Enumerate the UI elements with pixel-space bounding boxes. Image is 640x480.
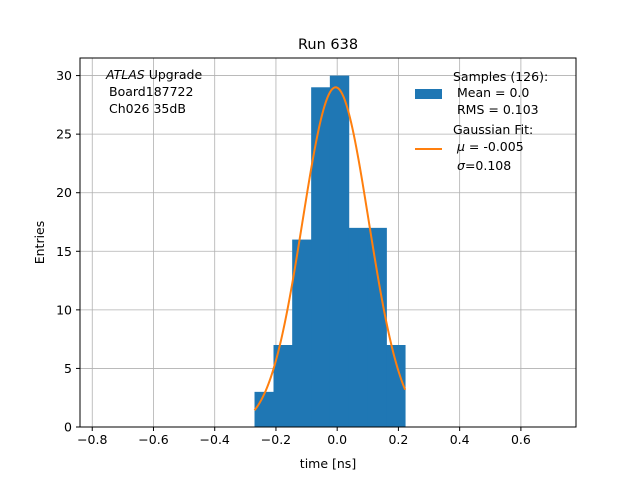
chart-title: Run 638: [298, 37, 358, 53]
y-tick-label-1: 5: [64, 361, 72, 376]
legend-histogram-line-1: Samples (126):: [453, 69, 548, 84]
histogram-bar-3: [311, 87, 331, 428]
legend-mu-value: = -0.005: [465, 139, 524, 154]
annotation-upgrade: Upgrade: [145, 67, 203, 82]
legend-fit-line-3: σ=0.108: [457, 158, 511, 173]
x-tick-label-2: −0.4: [200, 432, 230, 447]
y-tick-label-2: 10: [56, 302, 72, 317]
histogram-bar-6: [367, 227, 387, 427]
annotation-atlas: ATLAS: [105, 67, 145, 82]
histogram-bar-1: [273, 345, 293, 427]
histogram-bar-4: [329, 75, 350, 428]
legend-sigma-value: =0.108: [465, 158, 511, 173]
histogram-bar-5: [348, 227, 368, 427]
x-tick-label-5: 0.2: [388, 432, 408, 447]
x-tick-label-7: 0.6: [511, 432, 531, 447]
axes-frame: [79, 57, 577, 428]
histogram-bar-2: [292, 239, 312, 427]
atlas-annotation: ATLAS Upgrade Board187722 Ch026 35dB: [105, 67, 202, 116]
x-tick-label-0: −0.8: [77, 432, 107, 447]
x-tick-label-3: −0.2: [261, 432, 291, 447]
y-axis-ticks: 0 5 10 15 20 25 30: [56, 68, 80, 435]
annotation-line-1: ATLAS Upgrade: [105, 67, 202, 82]
y-tick-label-4: 20: [56, 185, 72, 200]
legend-fit-line-2: μ = -0.005: [456, 139, 524, 154]
histogram-bar-0: [254, 391, 274, 427]
legend-histogram-line-3: RMS = 0.103: [457, 102, 539, 117]
x-axis-label: time [ns]: [300, 456, 356, 471]
legend-sigma-symbol: σ: [457, 158, 466, 173]
x-tick-label-6: 0.4: [450, 432, 470, 447]
y-tick-label-0: 0: [64, 420, 72, 435]
legend: Samples (126): Mean = 0.0 RMS = 0.103 Ga…: [415, 69, 548, 173]
y-tick-label-6: 30: [56, 68, 72, 83]
annotation-line-2: Board187722: [109, 84, 193, 99]
histogram-bars: [254, 75, 406, 428]
x-tick-label-4: 0.0: [327, 432, 347, 447]
y-tick-label-5: 25: [56, 127, 72, 142]
histogram-bar-7: [386, 345, 406, 427]
annotation-line-3: Ch026 35dB: [109, 101, 186, 116]
legend-histogram-line-2: Mean = 0.0: [457, 85, 529, 100]
legend-fit-line-1: Gaussian Fit:: [453, 122, 533, 137]
legend-mu-symbol: μ: [456, 139, 465, 154]
y-tick-label-3: 15: [56, 244, 72, 259]
legend-histogram-swatch: [415, 89, 442, 99]
y-axis-label: Entries: [32, 221, 47, 265]
x-tick-label-1: −0.6: [138, 432, 168, 447]
gaussian-fit-curve: [253, 86, 407, 411]
x-axis-ticks: −0.8 −0.6 −0.4 −0.2 0.0 0.2 0.4 0.6: [77, 427, 531, 447]
